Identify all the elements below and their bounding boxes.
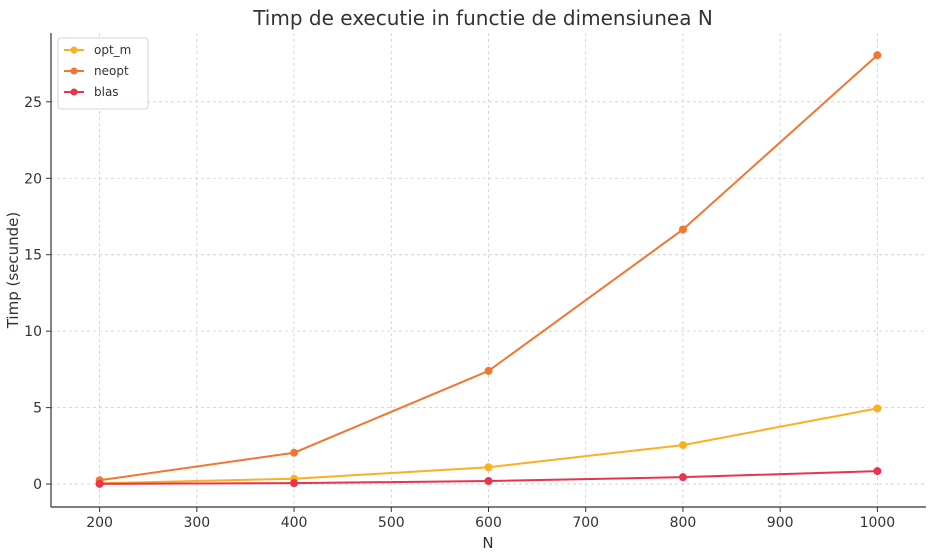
legend-swatch-marker [70,67,78,75]
data-point-opt_m [678,441,687,450]
data-point-neopt [484,366,493,375]
legend-swatch-marker [70,46,78,54]
y-tick-label: 5 [33,401,42,417]
x-tick-label: 700 [572,515,599,531]
chart-title: Timp de executie in functie de dimensiun… [252,6,713,30]
x-tick-label: 200 [86,515,113,531]
y-tick-label: 10 [24,324,42,340]
series-blas [95,467,882,488]
y-tick-label: 20 [24,171,42,187]
grid [51,33,926,507]
data-point-blas [290,479,299,488]
y-tick-label: 25 [24,95,42,111]
data-point-blas [678,473,687,482]
legend-item-blas: blas [64,85,119,99]
y-ticks: 0 5 10 15 20 25 [24,95,51,493]
legend-label: neopt [94,64,129,78]
legend-swatch-marker [70,88,78,96]
x-axis-label: N [482,534,493,552]
data-point-neopt [290,448,299,457]
y-tick-label: 15 [24,248,42,264]
data-point-blas [95,479,104,488]
data-point-opt_m [484,463,493,472]
legend-label: blas [94,85,119,99]
x-tick-label: 600 [475,515,502,531]
x-tick-label: 800 [670,515,697,531]
x-ticks: 200 300 400 500 600 700 800 900 1000 [86,507,895,531]
legend-label: opt_m [94,43,131,57]
data-point-blas [484,477,493,486]
legend-item-opt_m: opt_m [64,43,131,57]
x-tick-label: 900 [767,515,794,531]
y-axis-label: Timp (secunde) [4,212,22,330]
data-point-neopt [678,225,687,234]
legend-item-neopt: neopt [64,64,129,78]
series-layer [95,51,882,488]
x-tick-label: 1000 [860,515,896,531]
data-point-neopt [873,51,882,60]
x-tick-label: 400 [281,515,308,531]
y-tick-label: 0 [33,477,42,493]
x-tick-label: 300 [183,515,210,531]
data-point-opt_m [873,404,882,413]
data-point-blas [873,467,882,476]
x-tick-label: 500 [378,515,405,531]
